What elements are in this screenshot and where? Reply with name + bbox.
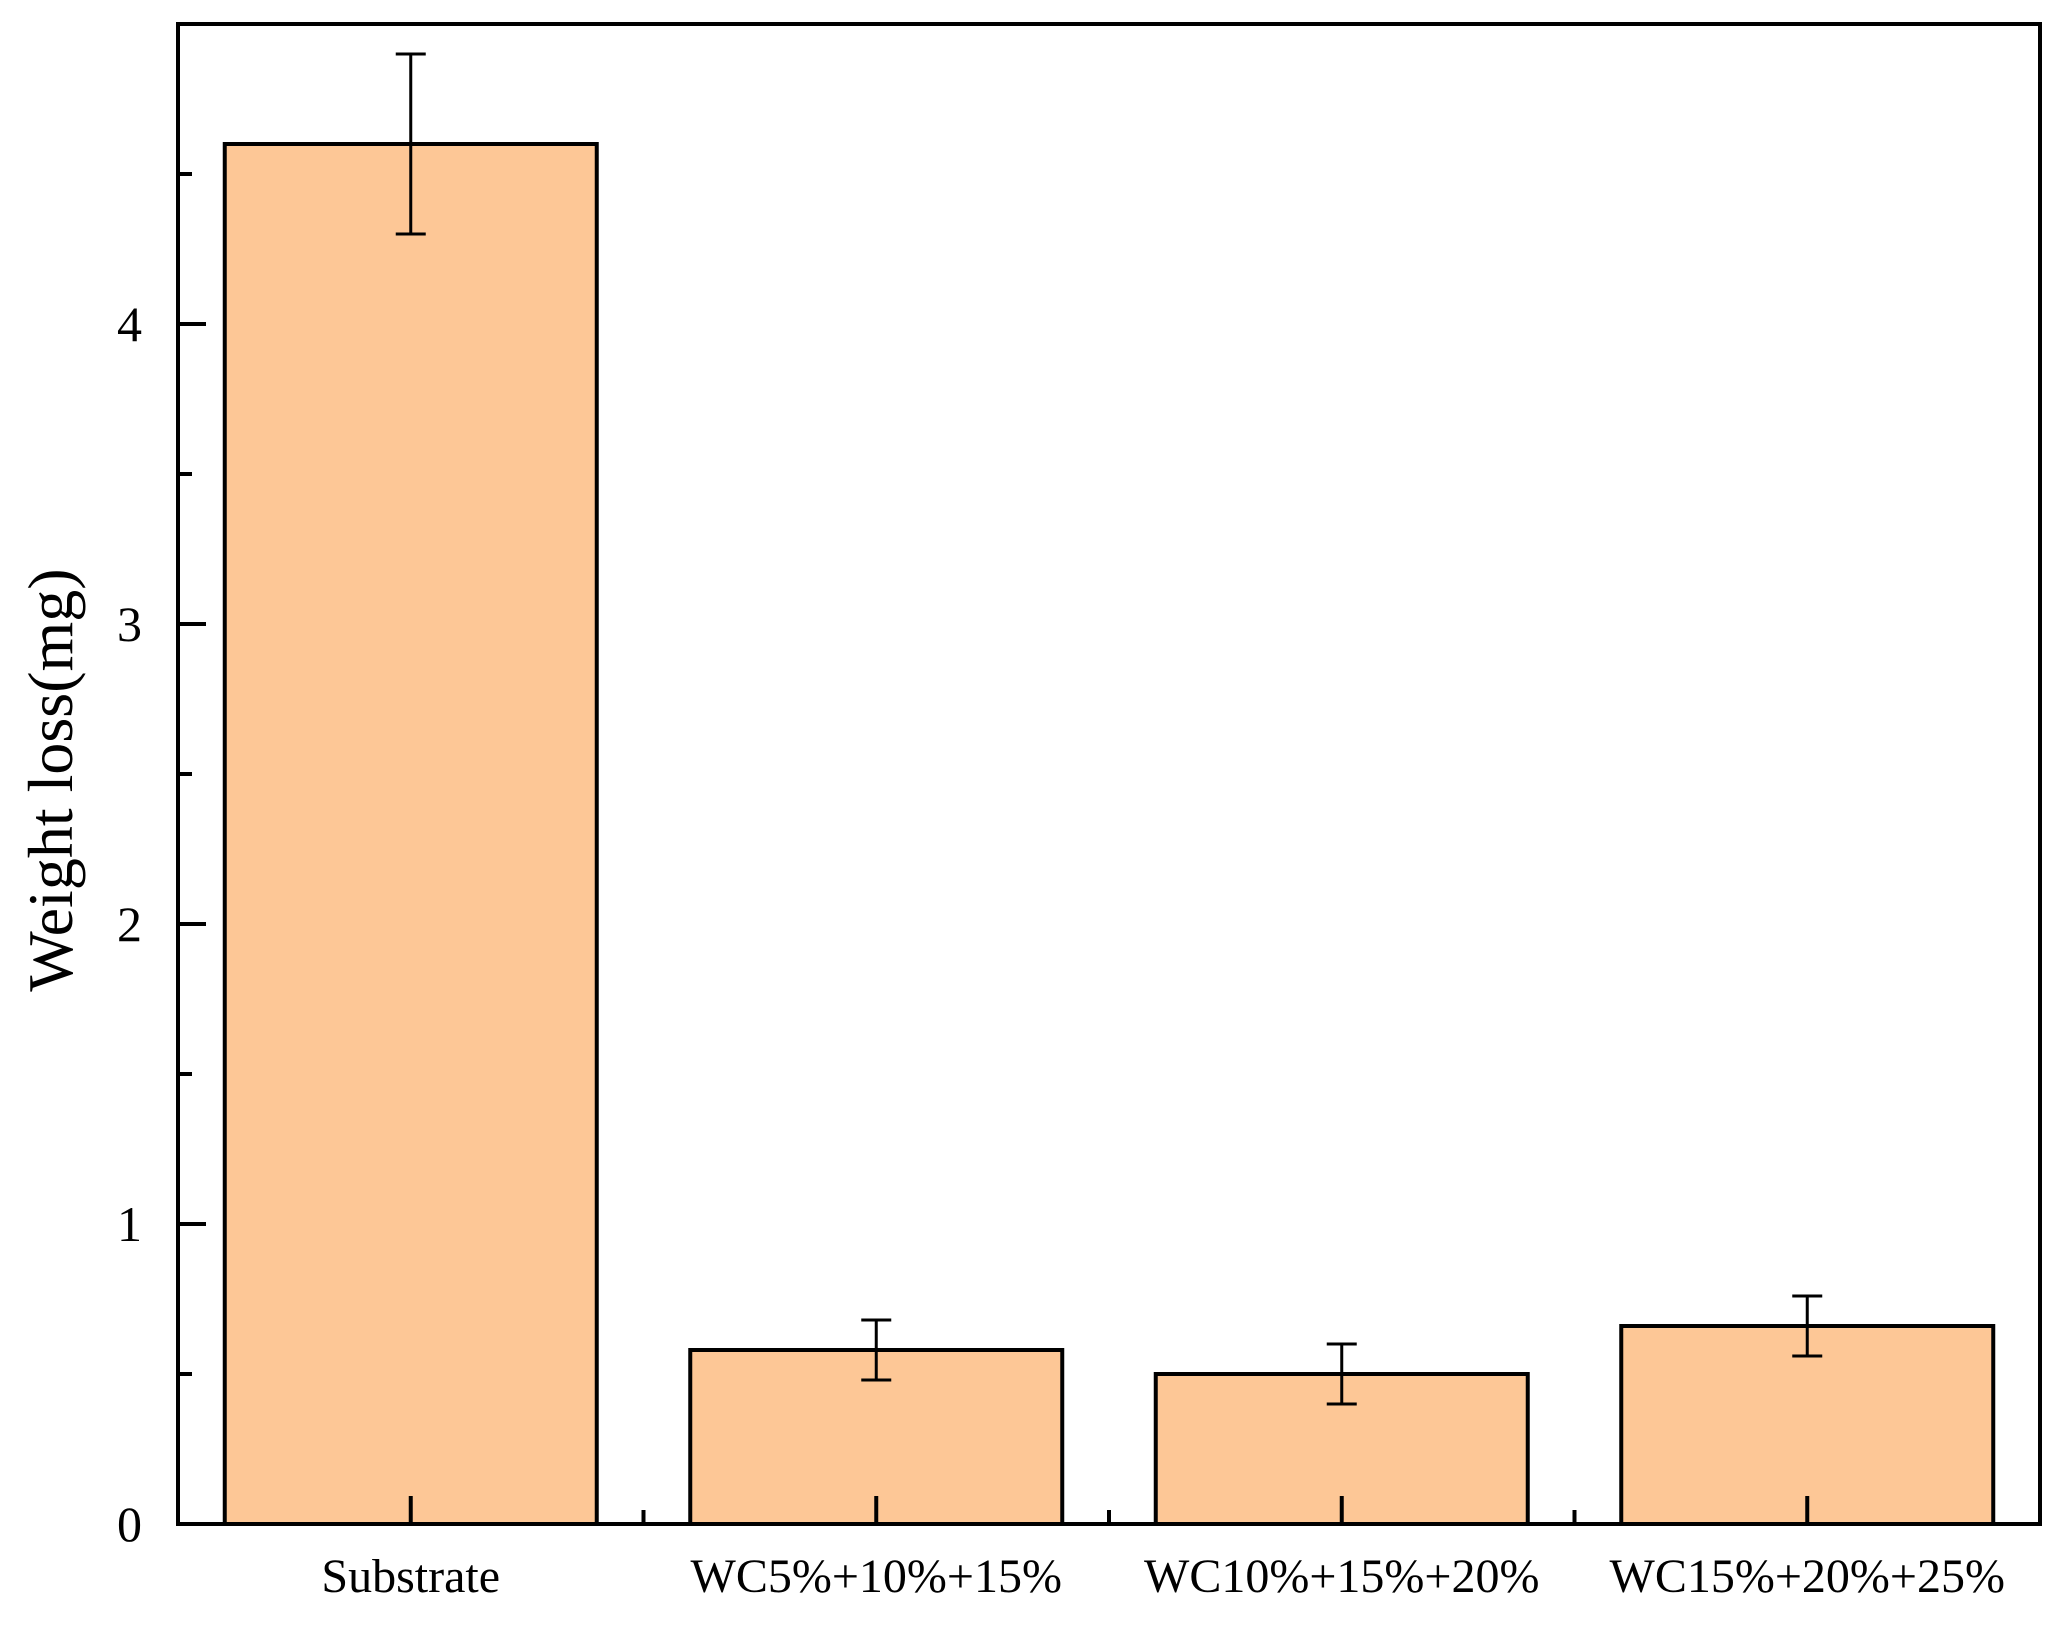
x-tick-label: Substrate (321, 1550, 500, 1603)
y-tick-label: 2 (117, 896, 142, 952)
y-tick-label: 4 (117, 296, 142, 352)
x-tick-labels: Substrate WC5%+10%+15% WC10%+15%+20% WC15%+… (321, 1550, 2005, 1603)
x-tick-label: WC15%+20%+25% (1610, 1550, 2005, 1603)
x-tick-label: WC5%+10%+15% (691, 1550, 1062, 1603)
y-tick-label: 3 (117, 596, 142, 652)
y-axis-label: Weight loss(mg) (15, 568, 86, 991)
bar (222, 142, 599, 1526)
y-tick-label: 0 (117, 1496, 142, 1552)
y-tick-labels: 0 1 2 3 4 (117, 296, 142, 1552)
errorbars-layer (395, 52, 1823, 1406)
ticks-layer (178, 172, 1810, 1526)
x-tick-label: WC10%+15%+20% (1144, 1550, 1539, 1603)
y-tick-label: 1 (117, 1196, 142, 1252)
